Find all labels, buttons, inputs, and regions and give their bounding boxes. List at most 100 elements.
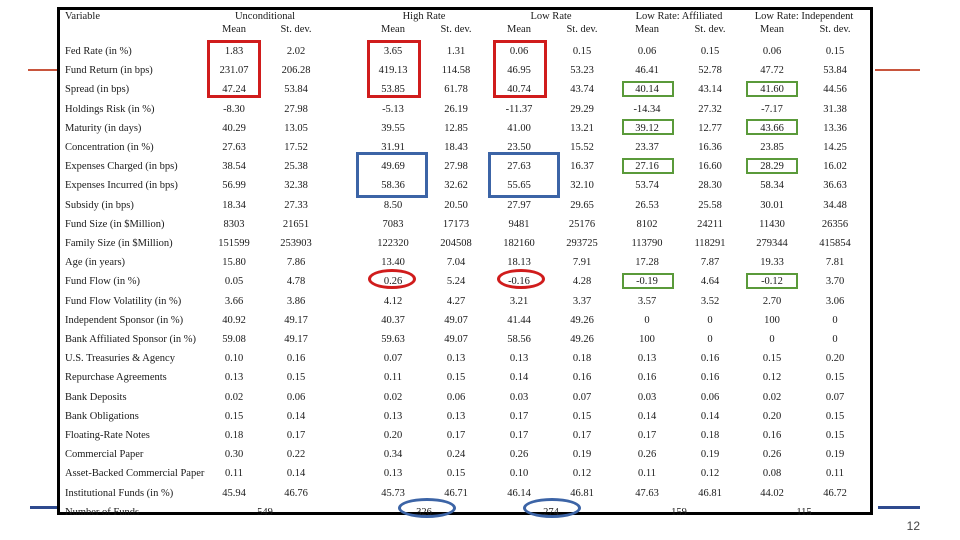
table-cell: 49.26 [570, 314, 594, 326]
table-cell: 39.55 [381, 122, 405, 134]
table-cell: 27.63 [507, 161, 531, 173]
table-cell: 0.15 [446, 468, 466, 480]
table-cell: 0.13 [509, 353, 529, 365]
table-cell: 58.34 [760, 180, 784, 192]
table-cell: 0.11 [826, 468, 844, 480]
table-cell: 49.69 [381, 161, 405, 173]
table-cell: 44.02 [760, 487, 784, 499]
funds-row-label: Number of Funds [65, 506, 140, 518]
table-cell: 26.19 [444, 103, 468, 115]
table-cell: 49.07 [444, 314, 468, 326]
table-cell: 0.14 [286, 468, 306, 480]
table-cell: 0.19 [700, 449, 720, 461]
table-cell: 18.13 [507, 257, 531, 269]
table-cell: 0.11 [225, 468, 243, 480]
table-cell: 52.78 [698, 65, 722, 77]
table-cell: 25.58 [698, 199, 722, 211]
table-cell: 113790 [631, 238, 663, 249]
table-cell: 0.13 [446, 410, 466, 422]
table-cell: 0.26 [637, 449, 657, 461]
table-cell: -0.12 [761, 276, 783, 288]
row-label: Floating-Rate Notes [65, 430, 150, 441]
row-label: U.S. Treasuries & Agency [65, 353, 175, 365]
table-cell: 2.70 [762, 295, 782, 307]
row-label: Bank Deposits [65, 391, 127, 403]
row-label: Repurchase Agreements [65, 372, 167, 384]
table-cell: 25.38 [284, 161, 308, 173]
table-cell: 0 [707, 314, 713, 326]
table-cell: -7.17 [761, 103, 783, 115]
table-cell: 18.34 [222, 199, 246, 211]
table-cell: 12.85 [444, 122, 468, 134]
table-cell: 253903 [280, 238, 312, 249]
table-cell: 0.12 [700, 468, 720, 480]
table-cell: 0.14 [509, 372, 529, 384]
table-cell: 26.53 [635, 199, 659, 211]
table-cell: 7083 [382, 218, 404, 230]
table-cell: -0.19 [636, 276, 658, 288]
table-cell: 8102 [636, 218, 658, 230]
table-cell: 47.24 [222, 84, 246, 96]
row-label: Spread (in bps) [65, 84, 130, 96]
table-cell: 38.54 [222, 161, 246, 173]
table-cell: 46.81 [698, 487, 722, 499]
table-cell: 46.71 [444, 487, 468, 499]
table-cell: 118291 [694, 238, 726, 249]
table-cell: 32.38 [284, 180, 308, 192]
table-cell: 56.99 [222, 180, 246, 192]
table-cell: 46.41 [635, 65, 659, 77]
table-cell: 3.57 [637, 295, 657, 307]
table-cell: 31.38 [823, 103, 847, 115]
table-cell: 7.87 [700, 257, 720, 269]
table-cell: 40.92 [222, 314, 246, 326]
table-cell: 16.02 [823, 161, 847, 173]
table-cell: 4.27 [446, 295, 466, 307]
table-cell: 0.20 [825, 353, 845, 365]
table-cell: 27.98 [444, 161, 468, 173]
row-label: Family Size (in $Million) [65, 238, 173, 249]
table-cell: 0.22 [286, 449, 306, 461]
table-cell: -0.16 [508, 276, 530, 288]
table-cell: 53.84 [823, 65, 847, 77]
row-label: Fund Size (in $Million) [65, 218, 165, 230]
table-cell: 47.63 [635, 487, 659, 499]
column-subheader: Mean [507, 24, 531, 35]
table-cell: 3.70 [825, 276, 845, 288]
table-cell: 0.15 [825, 46, 845, 57]
table-cell: 3.65 [383, 46, 403, 57]
table-cell: 32.62 [444, 180, 468, 192]
table-cell: 0.13 [224, 372, 244, 384]
row-label: Asset-Backed Commercial Paper [65, 468, 205, 480]
table-cell: 27.98 [284, 103, 308, 115]
table-cell: 16.36 [698, 142, 722, 153]
table-cell: 0.13 [383, 468, 403, 480]
table-cell: 3.86 [286, 295, 306, 307]
table-cell: 4.12 [383, 295, 403, 307]
decorative-rule-red-left [28, 69, 58, 71]
table-cell: 182160 [503, 238, 535, 249]
table-cell: 29.29 [570, 103, 594, 115]
row-label: Subsidy (in bps) [65, 199, 134, 211]
table-cell: 0.07 [825, 391, 845, 403]
table-cell: 46.95 [507, 65, 531, 77]
table-cell: 43.14 [698, 84, 722, 96]
table-cell: 293725 [566, 238, 598, 249]
decorative-rule-red-right [875, 69, 920, 71]
table-cell: 59.08 [222, 334, 246, 345]
table-cell: 23.85 [760, 142, 784, 153]
table-cell: 25176 [568, 218, 596, 230]
table-cell: 17.28 [635, 257, 659, 269]
table-cell: 29.65 [570, 199, 594, 211]
table-cell: 40.14 [635, 84, 659, 96]
table-cell: 0 [707, 334, 713, 345]
table-cell: 0.18 [224, 430, 244, 441]
table-cell: 0.17 [509, 430, 529, 441]
variable-column-header: Variable [65, 11, 100, 22]
table-cell: 0.26 [383, 276, 403, 288]
table-cell: 0.13 [446, 353, 466, 365]
table-cell: 46.76 [284, 487, 308, 499]
table-cell: 0.11 [638, 468, 656, 480]
table-cell: 55.65 [507, 180, 531, 192]
table-cell: 0.19 [825, 449, 845, 461]
table-cell: 19.33 [760, 257, 784, 269]
